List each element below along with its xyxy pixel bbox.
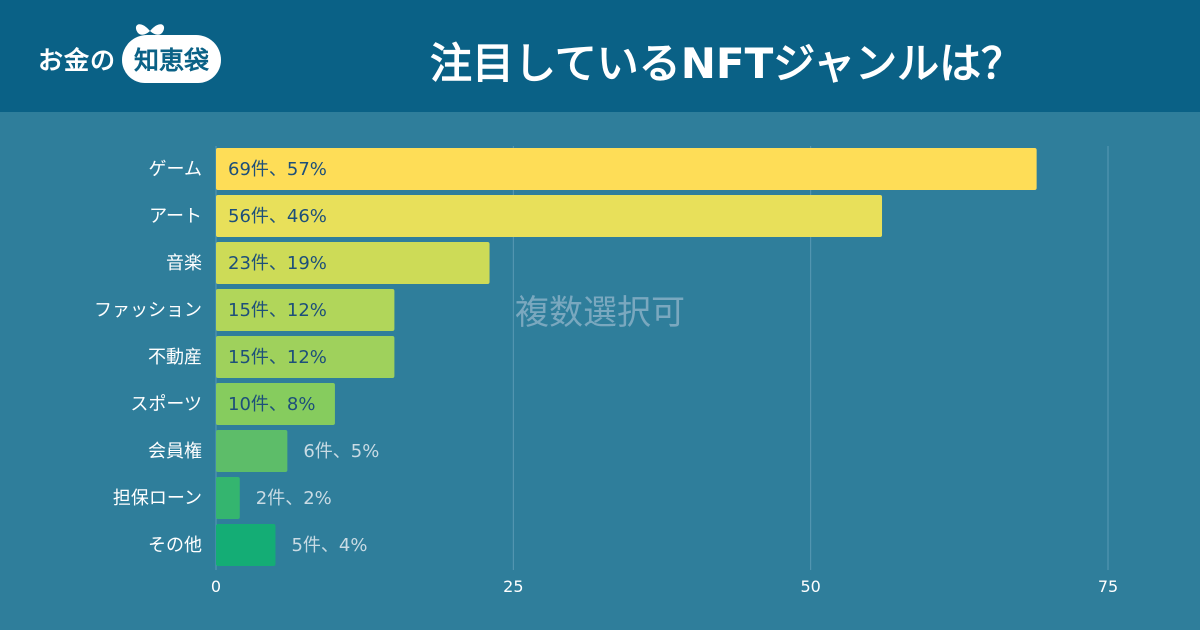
data-label: 10件、8%	[228, 394, 315, 415]
bar	[216, 289, 395, 331]
data-label: 6件、5%	[303, 441, 379, 462]
bar	[216, 430, 288, 472]
category-label: 不動産	[148, 347, 202, 368]
bars	[216, 148, 1037, 566]
bar	[216, 148, 1037, 190]
brand-logo[interactable]: お金の 知恵袋	[38, 24, 222, 84]
bar-chart: 0 25 50 75 ゲーム 69件、57% アート 56件、46% 音楽 23件、19% ファッシ…	[94, 146, 1118, 596]
data-label: 56件、46%	[228, 206, 327, 227]
logo-bag-text: 知恵袋	[134, 46, 210, 75]
category-label: 音楽	[166, 253, 202, 274]
category-label: その他	[148, 535, 202, 556]
x-tick-label: 25	[503, 577, 523, 596]
category-label: アート	[149, 206, 202, 227]
category-label: ゲーム	[149, 159, 202, 180]
logo-prefix: お金の	[38, 46, 117, 75]
data-label: 15件、12%	[228, 347, 327, 368]
labels: 0 25 50 75 ゲーム 69件、57% アート 56件、46% 音楽 23件、19% ファッシ…	[94, 159, 1118, 596]
bar	[216, 524, 276, 566]
category-label: スポーツ	[130, 394, 202, 415]
x-tick-label: 50	[800, 577, 820, 596]
logo-bag: 知恵袋	[122, 24, 222, 83]
data-label: 2件、2%	[256, 488, 332, 509]
category-label: ファッション	[94, 300, 202, 321]
bar	[216, 195, 883, 237]
x-tick-label: 0	[211, 577, 221, 596]
data-label: 5件、4%	[291, 535, 367, 556]
category-label: 担保ローン	[113, 488, 202, 509]
bar	[216, 383, 335, 425]
x-tick-label: 75	[1098, 577, 1118, 596]
header-banner: お金の 知恵袋 注目しているNFTジャンルは？	[0, 0, 1200, 112]
page-title: 注目しているNFTジャンルは？	[430, 39, 1024, 88]
bar	[216, 336, 395, 378]
data-label: 69件、57%	[228, 159, 327, 180]
category-label: 会員権	[148, 441, 202, 462]
chart-note: 複数選択可	[515, 293, 685, 333]
bar	[216, 477, 240, 519]
bar	[216, 242, 490, 284]
data-label: 15件、12%	[228, 300, 327, 321]
bow-icon	[135, 24, 165, 35]
data-label: 23件、19%	[228, 253, 327, 274]
